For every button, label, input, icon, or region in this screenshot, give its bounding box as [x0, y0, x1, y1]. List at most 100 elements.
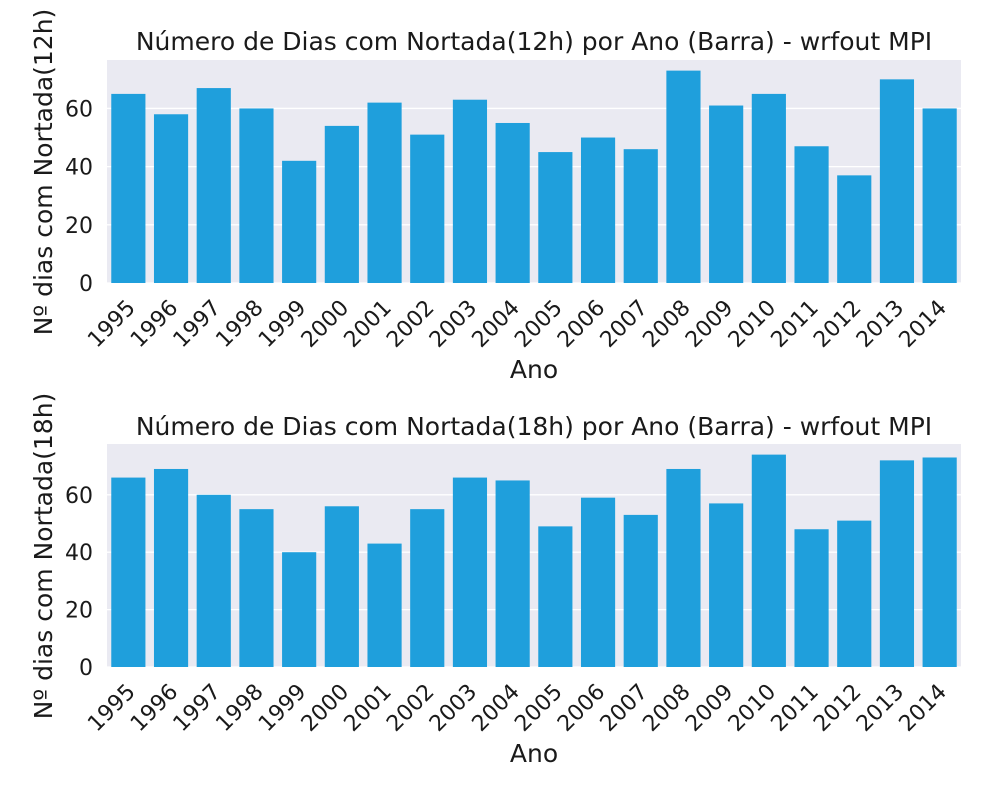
x-tick-label: 2006	[553, 680, 610, 737]
bar-1995	[111, 477, 146, 667]
bar-2013	[879, 79, 915, 283]
y-tick-label: 0	[79, 272, 93, 297]
x-tick-label: 2011	[767, 680, 824, 737]
chart-title-12h: Número de Dias com Nortada(12h) por Ano …	[136, 27, 932, 56]
bar-1999	[282, 552, 317, 667]
x-tick-label: 1999	[254, 296, 311, 353]
chart-18h: 0 20 40 60 19951996199719981999200020012002…	[29, 393, 961, 768]
x-tick-label: 2003	[425, 680, 482, 737]
x-tick-label: 2014	[895, 680, 952, 737]
x-tick-label: 2000	[297, 296, 354, 353]
y-axis-label-18h: Nº dias com Nortada(18h)	[29, 393, 58, 720]
bar-1996	[153, 468, 189, 667]
bar-2001	[367, 543, 402, 667]
bars-12h	[111, 70, 957, 284]
y-ticks-18h: 0 20 40 60	[65, 484, 93, 681]
x-tick-label: 2000	[297, 680, 354, 737]
bar-2007	[623, 514, 658, 667]
bar-1998	[239, 108, 274, 284]
bar-2010	[751, 93, 786, 283]
bar-2003	[452, 99, 488, 283]
y-tick-label: 20	[65, 599, 93, 624]
x-tick-label: 2009	[681, 680, 738, 737]
x-tick-label: 2010	[724, 296, 781, 353]
bar-2001	[367, 102, 402, 283]
bar-1999	[282, 160, 317, 283]
x-axis-label-18h: Ano	[510, 739, 558, 768]
bar-1997	[196, 494, 231, 667]
x-tick-label: 1999	[254, 680, 311, 737]
y-tick-label: 60	[65, 484, 93, 509]
x-tick-label: 2012	[809, 680, 866, 737]
x-tick-label: 1995	[83, 680, 140, 737]
x-tick-label: 2008	[638, 296, 695, 353]
x-tick-label: 2013	[852, 680, 909, 737]
plot-area-18h	[107, 444, 961, 667]
y-tick-label: 40	[65, 541, 93, 566]
x-tick-label: 2008	[638, 680, 695, 737]
x-tick-label: 2006	[553, 296, 610, 353]
bar-1997	[196, 88, 231, 284]
bar-1995	[111, 93, 146, 283]
bar-2009	[709, 503, 744, 667]
bar-2010	[751, 454, 786, 667]
bar-1996	[153, 114, 189, 283]
x-tick-label: 2004	[468, 296, 525, 353]
chart-12h: 0 20 40 60 19951996199719981999200020012002…	[29, 9, 961, 384]
bar-2014	[922, 108, 957, 284]
x-tick-label: 2007	[596, 680, 653, 737]
bar-2013	[879, 460, 915, 667]
bar-2011	[794, 529, 829, 667]
plot-area-12h	[107, 60, 961, 283]
bar-2000	[324, 125, 359, 284]
x-tick-label: 2012	[809, 296, 866, 353]
bar-2009	[709, 105, 744, 284]
bar-2008	[666, 468, 701, 667]
bar-2003	[452, 477, 488, 667]
bar-2000	[324, 506, 359, 667]
bar-2014	[922, 457, 957, 667]
bar-2012	[837, 520, 872, 667]
x-tick-label: 1998	[211, 296, 268, 353]
x-tick-label: 2010	[724, 680, 781, 737]
x-ticks-18h: 1995199619971998199920002001200220032004…	[83, 680, 952, 737]
y-tick-label: 60	[65, 97, 93, 122]
x-tick-label: 2009	[681, 296, 738, 353]
x-tick-label: 2011	[767, 296, 824, 353]
bar-2012	[837, 175, 872, 283]
x-tick-label: 2007	[596, 296, 653, 353]
y-ticks-12h: 0 20 40 60	[65, 97, 93, 297]
bar-2004	[495, 480, 530, 667]
bar-2005	[538, 152, 573, 283]
x-ticks-12h: 1995199619971998199920002001200220032004…	[83, 296, 952, 353]
x-tick-label: 2003	[425, 296, 482, 353]
bar-2005	[538, 526, 573, 667]
x-tick-label: 2002	[382, 680, 439, 737]
x-tick-label: 2001	[340, 680, 397, 737]
bar-2011	[794, 146, 829, 283]
x-tick-label: 1996	[126, 680, 183, 737]
bar-1998	[239, 509, 274, 667]
x-tick-label: 2014	[895, 296, 952, 353]
x-tick-label: 1997	[169, 680, 226, 737]
x-tick-label: 1997	[169, 296, 226, 353]
x-axis-label-12h: Ano	[510, 355, 558, 384]
x-tick-label: 1995	[83, 296, 140, 353]
bars-18h	[111, 454, 957, 667]
x-tick-label: 2001	[340, 296, 397, 353]
y-tick-label: 40	[65, 156, 93, 181]
chart-title-18h: Número de Dias com Nortada(18h) por Ano …	[136, 412, 932, 441]
bar-2006	[580, 137, 616, 283]
y-tick-label: 20	[65, 214, 93, 239]
x-tick-label: 2013	[852, 296, 909, 353]
x-tick-label: 2005	[510, 680, 567, 737]
x-tick-label: 1996	[126, 296, 183, 353]
x-tick-label: 2002	[382, 296, 439, 353]
x-tick-label: 2005	[510, 296, 567, 353]
bar-2008	[666, 70, 701, 283]
y-axis-label-12h: Nº dias com Nortada(12h)	[29, 9, 58, 336]
x-tick-label: 2004	[468, 680, 525, 737]
bar-2006	[580, 497, 616, 667]
x-tick-label: 1998	[211, 680, 268, 737]
